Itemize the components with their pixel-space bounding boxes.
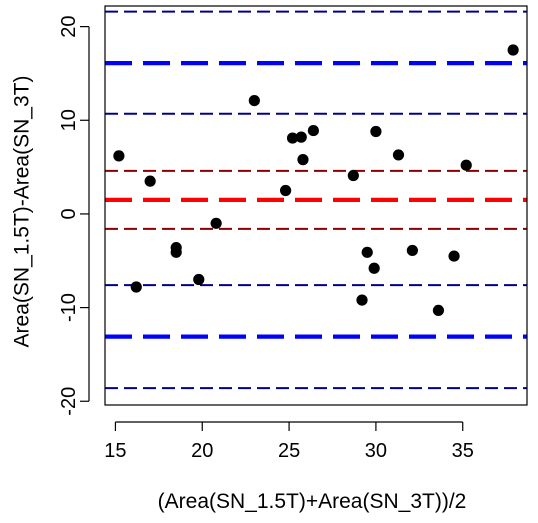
data-point-2 — [130, 281, 142, 293]
data-points — [113, 44, 519, 317]
x-tick-label: 25 — [278, 440, 300, 462]
x-tick-label: 35 — [452, 440, 474, 462]
x-axis: 15 20 25 30 35 — [104, 421, 474, 462]
data-point-21 — [432, 304, 445, 317]
data-point-12 — [297, 154, 309, 166]
y-tick-label: 0 — [58, 208, 80, 219]
data-point-14 — [347, 169, 359, 182]
x-tick-label: 30 — [365, 440, 387, 462]
y-tick-label: 20 — [58, 15, 80, 37]
data-point-1 — [113, 150, 125, 162]
data-point-9 — [280, 184, 292, 197]
data-point-6 — [193, 273, 205, 286]
data-point-23 — [460, 159, 472, 171]
y-axis-label: Area(SN_1.5T)-Area(SN_3T) — [11, 76, 34, 348]
data-point-22 — [448, 250, 460, 262]
data-point-18 — [370, 125, 382, 138]
data-point-17 — [368, 262, 380, 274]
data-point-19 — [392, 149, 405, 161]
y-tick-label: 10 — [58, 109, 80, 131]
y-tick-label: -10 — [58, 293, 80, 322]
data-point-20 — [406, 244, 418, 257]
data-point-10 — [286, 132, 299, 144]
x-tick-label: 20 — [191, 440, 213, 462]
data-point-16 — [361, 246, 373, 258]
data-point-24 — [507, 44, 519, 56]
data-point-11 — [295, 131, 307, 143]
data-point-5 — [170, 246, 182, 258]
x-axis-label: (Area(SN_1.5T)+Area(SN_3T))/2 — [158, 490, 467, 513]
data-point-15 — [356, 294, 368, 306]
x-tick-label: 15 — [104, 440, 126, 462]
y-tick-label: -20 — [58, 387, 80, 416]
y-axis: -20 -10 0 10 20 — [58, 15, 90, 416]
data-point-7 — [210, 217, 222, 229]
data-point-3 — [144, 175, 156, 187]
data-point-8 — [248, 94, 260, 107]
data-point-13 — [307, 124, 319, 137]
plot-frame — [104, 5, 528, 406]
reference-lines — [105, 10, 527, 390]
